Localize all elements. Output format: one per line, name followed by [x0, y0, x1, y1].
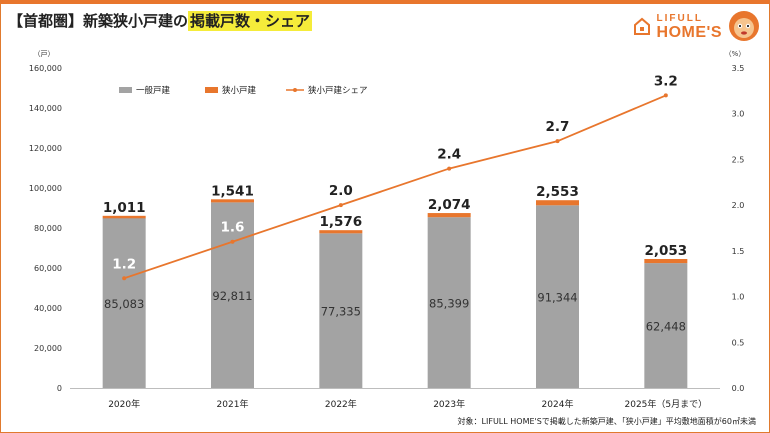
legend-swatch-narrow [205, 87, 218, 93]
y-left-tick-label: 100,000 [29, 184, 62, 193]
bar-narrow-house [536, 200, 579, 206]
logo-text: LIFULL HOME'S [656, 12, 722, 41]
bar-general-value-label: 62,448 [646, 320, 686, 334]
x-tick-label: 2025年（5月まで） [625, 398, 708, 410]
bar-narrow-value-label: 1,541 [211, 183, 254, 199]
y-right-tick-label: 3.5 [732, 64, 745, 73]
y-right-tick-label: 1.5 [732, 247, 745, 256]
bar-narrow-value-label: 2,053 [644, 243, 687, 259]
share-value-label: 2.4 [437, 147, 461, 163]
y-right-tick-label: 2.0 [732, 201, 745, 210]
bar-general-value-label: 91,344 [537, 291, 577, 305]
share-point [230, 239, 235, 244]
legend-label-general: 一般戸建 [136, 85, 171, 96]
share-value-label: 2.0 [329, 183, 353, 199]
legend-label-narrow: 狭小戸建 [222, 85, 257, 96]
y-left-tick-label: 160,000 [29, 64, 62, 73]
bar-general-value-label: 85,399 [429, 297, 469, 311]
bar-narrow-house [211, 199, 254, 203]
logo-line1: LIFULL [656, 13, 703, 24]
share-line [123, 94, 667, 280]
bar-general-house [536, 205, 579, 388]
share-value-label: 3.2 [654, 73, 678, 89]
bar-general-value-label: 85,083 [104, 297, 144, 311]
x-tick-label: 2023年 [433, 398, 465, 410]
y-left-axis-label: （戸） [34, 50, 55, 58]
y-right-tick-label: 0.5 [732, 338, 745, 347]
bar-narrow-house [102, 215, 146, 219]
bar-general-house [102, 217, 146, 388]
house-icon [633, 17, 650, 35]
title-prefix: 【首都圏】新築狭小戸建の [8, 12, 189, 30]
y-right-tick-label: 2.5 [732, 155, 745, 164]
y-left-tick-label: 0 [57, 384, 62, 393]
bar-general-house [319, 233, 363, 388]
y-left-tick-label: 40,000 [34, 304, 62, 313]
page-title: 【首都圏】新築狭小戸建の 掲載戸数・シェア [8, 10, 313, 34]
lifull-homes-logo: LIFULL HOME'S [633, 6, 760, 46]
x-tick-label: 2021年 [217, 398, 249, 410]
y-right-tick-label: 1.0 [732, 293, 745, 302]
share-point [338, 203, 343, 208]
bar-general-house [211, 202, 254, 388]
share-point [663, 93, 668, 98]
y-left-tick-label: 140,000 [29, 104, 62, 113]
legend-swatch-general [119, 87, 132, 93]
x-tick-label: 2022年 [325, 398, 357, 410]
x-tick-label: 2024年 [542, 398, 574, 410]
legend-swatch-share-point [293, 88, 297, 92]
legend-label-share: 狭小戸建シェア [308, 85, 368, 96]
bar-narrow-value-label: 2,074 [428, 197, 471, 213]
bar-narrow-value-label: 2,553 [536, 184, 579, 200]
bar-narrow-house [644, 258, 688, 264]
y-right-tick-label: 0.0 [732, 384, 745, 393]
bar-narrow-value-label: 1,011 [103, 200, 146, 216]
title-highlight: 掲載戸数・シェア [188, 11, 313, 31]
bar-general-value-label: 77,335 [321, 305, 361, 319]
share-point [447, 166, 452, 171]
bar-general-value-label: 92,811 [212, 289, 252, 303]
y-right-tick-label: 3.0 [732, 110, 745, 119]
bar-general-house [427, 217, 471, 388]
share-value-label: 1.2 [112, 256, 136, 272]
share-value-label: 1.6 [221, 220, 245, 236]
bar-general-house [644, 263, 688, 388]
share-point [555, 139, 560, 144]
x-tick-label: 2020年 [108, 398, 140, 410]
logo-line2: HOME'S [656, 24, 722, 41]
share-point [122, 276, 127, 281]
y-right-axis-label: （%） [725, 50, 746, 58]
bar-narrow-house [427, 213, 471, 218]
y-left-tick-label: 20,000 [34, 344, 62, 353]
y-left-tick-label: 80,000 [34, 224, 62, 233]
mascot-icon [729, 11, 759, 41]
y-left-tick-label: 120,000 [29, 144, 62, 153]
bar-narrow-value-label: 1,576 [319, 214, 362, 230]
share-value-label: 2.7 [546, 119, 570, 135]
y-left-tick-label: 60,000 [34, 264, 62, 273]
bar-narrow-house [319, 230, 363, 234]
footnote: 対象：LIFULL HOME'Sで掲載した新築戸建、「狭小戸建」平均敷地面積が6… [457, 417, 756, 426]
